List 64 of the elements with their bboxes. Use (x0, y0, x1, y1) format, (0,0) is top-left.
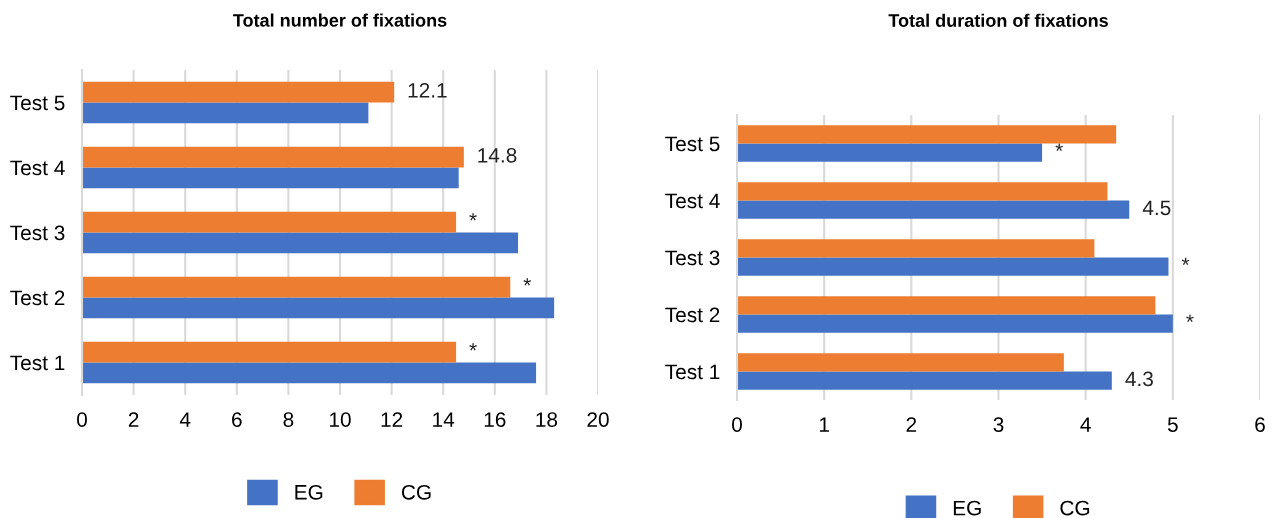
x-tick-label: 0 (77, 412, 87, 427)
x-tick-label: 5 (1167, 417, 1178, 432)
bar (82, 81, 395, 103)
x-tick-label: 20 (587, 412, 609, 427)
x-tick-label: 8 (283, 412, 294, 427)
x-tick-label: 10 (330, 412, 351, 427)
y-tick-label: Test 2 (10, 290, 65, 306)
bar (737, 125, 1117, 144)
y-tick-label: Test 5 (665, 136, 720, 152)
x-tick-label: 12 (381, 412, 403, 427)
bar (82, 297, 555, 319)
bar (737, 239, 1095, 258)
annotation: 14.8 (478, 147, 517, 163)
legend-label: CG (1060, 500, 1090, 516)
y-tick-label: Test 4 (10, 160, 65, 176)
annotation: * (469, 343, 477, 351)
x-tick-label: 16 (484, 412, 506, 427)
bar (737, 296, 1156, 315)
bar (82, 362, 537, 384)
bar (737, 257, 1169, 276)
bar (737, 353, 1064, 372)
y-tick-label: Test 1 (665, 364, 720, 380)
annotation: * (1055, 143, 1063, 151)
x-tick-label: 1 (819, 417, 829, 432)
annotation: * (469, 213, 477, 221)
legend-label: CG (401, 484, 431, 500)
bar (82, 341, 457, 363)
chart-title: Total number of fixations (233, 13, 447, 27)
bar (82, 102, 369, 124)
bar (737, 143, 1043, 162)
y-tick-label: Test 1 (10, 355, 65, 371)
x-tick-label: 2 (906, 417, 917, 432)
annotation: * (1181, 257, 1190, 265)
x-tick-label: 6 (1255, 417, 1265, 432)
x-tick-label: 3 (993, 417, 1004, 432)
x-tick-label: 0 (732, 417, 742, 432)
bar (737, 182, 1108, 201)
annotation: 4.3 (1125, 371, 1153, 387)
bar (82, 232, 519, 254)
legend-label: EG (953, 500, 981, 516)
chart-title: Total duration of fixations (888, 13, 1108, 27)
bar (737, 200, 1130, 219)
y-tick-label: Test 2 (665, 307, 720, 323)
legend-label: EG (295, 484, 323, 500)
y-tick-label: Test 5 (10, 95, 65, 111)
y-tick-label: Test 3 (665, 250, 720, 266)
x-tick-label: 14 (433, 412, 455, 427)
annotation: * (1186, 314, 1194, 322)
bar (82, 276, 511, 298)
annotation: 12.1 (408, 82, 447, 98)
y-tick-label: Test 3 (10, 225, 65, 241)
bar (82, 211, 457, 233)
x-tick-label: 6 (232, 412, 242, 427)
y-tick-label: Test 4 (665, 193, 720, 209)
annotation: * (523, 278, 531, 286)
bar (737, 314, 1173, 333)
x-tick-label: 18 (536, 412, 558, 427)
bar (82, 167, 459, 189)
x-tick-label: 2 (128, 412, 139, 427)
bar (82, 146, 464, 168)
annotation: 4.5 (1142, 200, 1171, 216)
x-tick-label: 4 (179, 412, 191, 427)
bar (737, 371, 1112, 390)
x-tick-label: 4 (1080, 417, 1091, 432)
